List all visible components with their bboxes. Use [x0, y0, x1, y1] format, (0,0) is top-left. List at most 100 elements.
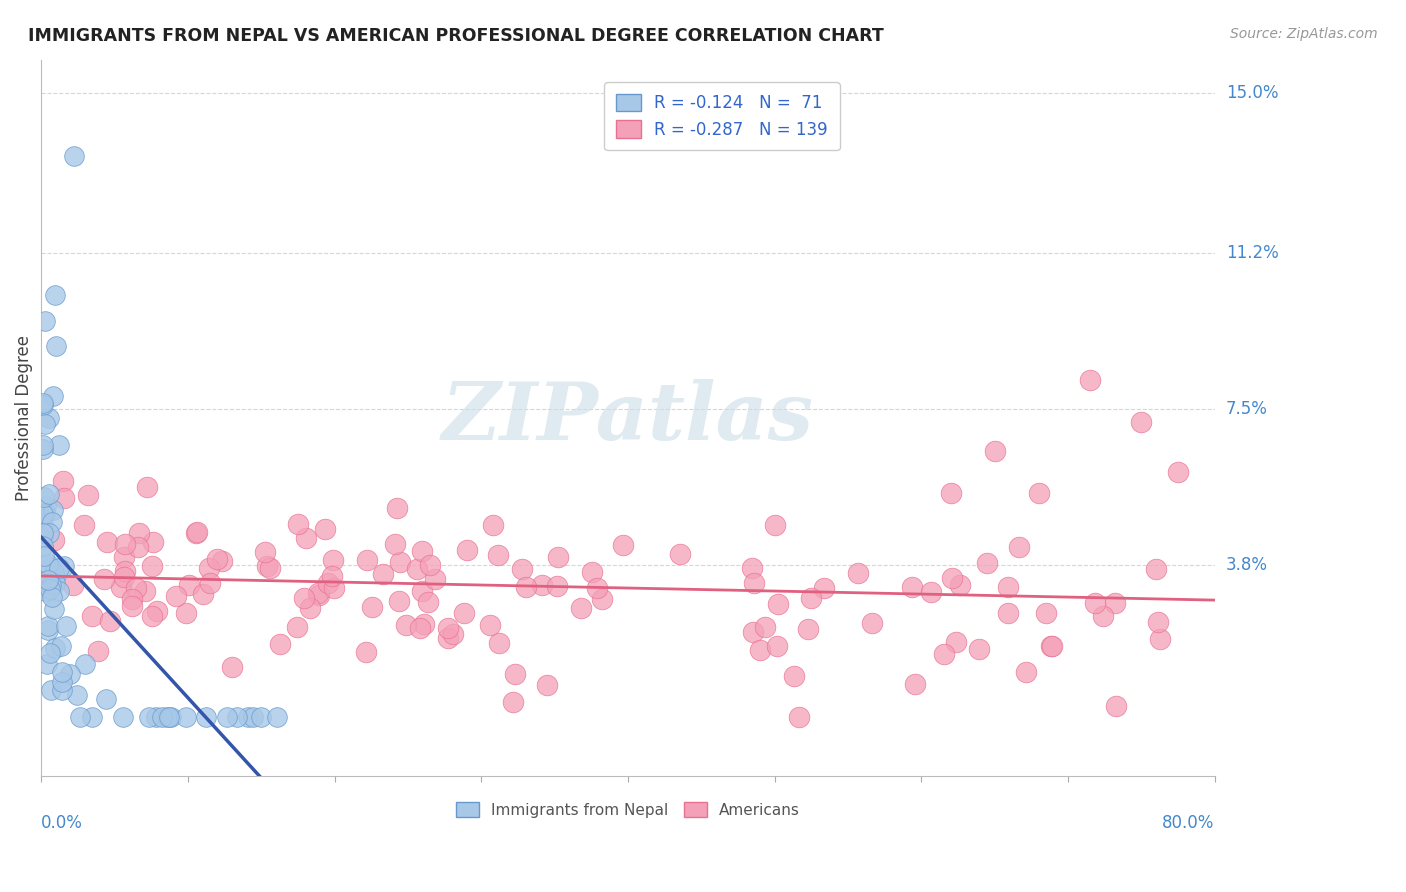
Point: [259, 561, 281, 575]
Point: [322, 552, 344, 566]
Point: [44, 576, 66, 591]
Point: [797, 622, 820, 636]
Point: [198, 561, 221, 575]
Point: [488, 635, 510, 649]
Legend: Immigrants from Nepal, Americans: Immigrants from Nepal, Americans: [449, 794, 807, 825]
Point: [586, 581, 609, 595]
Point: [1149, 632, 1171, 646]
Point: [51, 665, 73, 680]
Point: [114, 537, 136, 551]
Point: [1104, 596, 1126, 610]
Point: [299, 601, 322, 615]
Point: [547, 549, 569, 564]
Point: [52, 474, 75, 488]
Point: [1167, 465, 1189, 479]
Point: [174, 606, 197, 620]
Point: [39, 646, 62, 660]
Point: [860, 615, 883, 630]
Point: [186, 525, 208, 540]
Point: [221, 660, 243, 674]
Point: [96, 535, 118, 549]
Point: [195, 709, 218, 723]
Point: [141, 608, 163, 623]
Point: [31, 518, 53, 533]
Point: [316, 576, 339, 591]
Point: [242, 709, 264, 723]
Point: [39, 682, 62, 697]
Point: [35, 500, 58, 514]
Point: [969, 642, 991, 657]
Point: [612, 538, 634, 552]
Point: [93, 572, 115, 586]
Point: [388, 593, 411, 607]
Point: [1091, 608, 1114, 623]
Text: 0.0%: 0.0%: [41, 814, 83, 832]
Point: [285, 620, 308, 634]
Point: [69, 709, 91, 723]
Point: [486, 548, 509, 562]
Point: [976, 556, 998, 570]
Point: [39, 578, 62, 592]
Point: [1144, 562, 1167, 576]
Point: [114, 564, 136, 578]
Point: [145, 709, 167, 723]
Point: [1028, 486, 1050, 500]
Point: [31, 442, 53, 457]
Point: [62, 578, 84, 592]
Point: [413, 617, 436, 632]
Point: [409, 621, 432, 635]
Point: [156, 709, 179, 723]
Point: [44, 641, 66, 656]
Point: [215, 709, 238, 723]
Point: [179, 577, 201, 591]
Point: [266, 709, 288, 723]
Point: [44, 569, 66, 583]
Point: [360, 599, 382, 614]
Point: [425, 572, 447, 586]
Point: [322, 581, 344, 595]
Point: [766, 639, 789, 653]
Point: [62, 149, 84, 163]
Text: Source: ZipAtlas.com: Source: ZipAtlas.com: [1230, 27, 1378, 41]
Point: [35, 657, 58, 672]
Point: [416, 595, 439, 609]
Point: [354, 645, 377, 659]
Point: [581, 565, 603, 579]
Point: [307, 586, 329, 600]
Point: [536, 678, 558, 692]
Point: [437, 621, 460, 635]
Point: [983, 444, 1005, 458]
Point: [321, 568, 343, 582]
Point: [112, 570, 135, 584]
Point: [250, 709, 273, 723]
Point: [136, 480, 159, 494]
Point: [37, 558, 59, 572]
Point: [997, 580, 1019, 594]
Point: [768, 597, 790, 611]
Point: [31, 438, 53, 452]
Point: [32, 549, 55, 563]
Point: [384, 537, 406, 551]
Point: [198, 575, 221, 590]
Point: [77, 488, 100, 502]
Point: [742, 576, 765, 591]
Y-axis label: Professional Degree: Professional Degree: [15, 334, 32, 500]
Point: [141, 558, 163, 573]
Point: [86, 644, 108, 658]
Point: [1084, 596, 1107, 610]
Point: [48, 584, 70, 599]
Point: [121, 592, 143, 607]
Point: [41, 591, 63, 605]
Point: [31, 539, 53, 553]
Point: [782, 669, 804, 683]
Point: [389, 555, 412, 569]
Point: [42, 533, 65, 548]
Text: ZIPatlas: ZIPatlas: [441, 379, 814, 457]
Point: [150, 709, 173, 723]
Point: [441, 627, 464, 641]
Point: [437, 631, 460, 645]
Point: [411, 543, 433, 558]
Point: [287, 516, 309, 531]
Point: [45, 339, 67, 353]
Point: [157, 709, 180, 723]
